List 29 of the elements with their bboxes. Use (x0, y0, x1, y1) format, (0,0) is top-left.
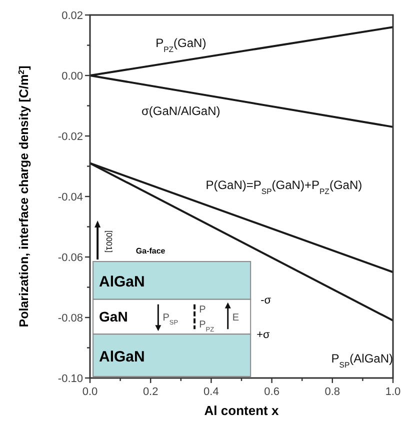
y-tick-label: -0.08 (58, 312, 83, 324)
annotation: +σ (256, 329, 270, 342)
x-tick-label: 0.6 (264, 386, 280, 398)
y-tick-label: -0.06 (58, 252, 83, 264)
y-tick-label: 0.02 (62, 10, 83, 22)
x-tick-label: 0.4 (204, 386, 219, 398)
x-tick-label: 0.8 (324, 386, 340, 398)
y-tick-label: -0.10 (58, 373, 83, 385)
y-tick-label: 0.00 (62, 70, 83, 82)
annotation: [0001] (104, 230, 114, 253)
series-label: P$_{PZ}$(GaN) (156, 36, 206, 54)
x-axis-title: Al content x (204, 403, 280, 418)
x-tick-label: 0.0 (82, 386, 98, 398)
series-label: P(GaN)=P$_{SP}$(GaN)+P$_{PZ}$(GaN) (206, 178, 362, 196)
annotation: Ga-face (136, 246, 166, 256)
y-tick-label: -0.04 (58, 192, 83, 204)
text: P$_{SP}$(AlGaN) (331, 352, 393, 370)
x-tick-label: 1.0 (385, 386, 401, 398)
annotation: P (199, 304, 206, 316)
series-label: σ(GaN/AlGaN) (142, 104, 220, 118)
annotation: -σ (260, 294, 272, 306)
x-tick-label: 0.2 (142, 386, 158, 398)
annotation: AlGaN (99, 348, 145, 366)
annotation: P$_{PZ}$ (199, 320, 214, 334)
y-tick-label: -0.02 (58, 131, 83, 143)
annotation: AlGaN (99, 273, 145, 290)
annotation: GaN (99, 308, 128, 325)
annotation: E (232, 312, 240, 324)
annotation: P$_{SP}$ (162, 312, 178, 326)
